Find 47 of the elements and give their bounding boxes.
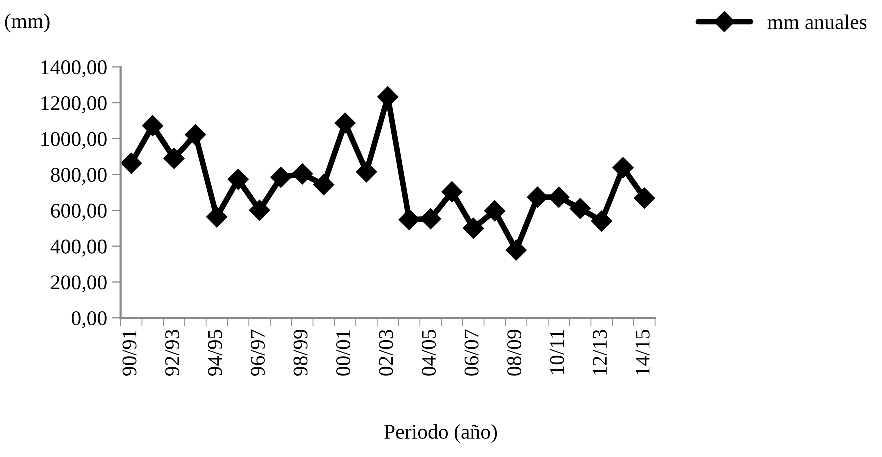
x-tick-label: 92/93	[165, 330, 180, 376]
point	[398, 209, 420, 230]
x-tick-label: 14/15	[636, 330, 650, 375]
point	[249, 200, 270, 222]
y-tick-label: 0,00	[72, 311, 107, 329]
point	[591, 210, 612, 232]
point	[442, 182, 463, 203]
x-tick-label: 00/01	[336, 330, 351, 376]
point	[548, 186, 570, 208]
y-axis-title: (mm)	[5, 14, 50, 33]
x-tick-label: 12/13	[593, 330, 608, 375]
x-tick-label: 04/05	[422, 330, 436, 376]
y-tick-label: 200,00	[51, 276, 107, 293]
point	[334, 112, 356, 134]
point	[206, 206, 228, 228]
point	[121, 152, 142, 174]
point	[612, 157, 634, 178]
y-tick-label: 1400,00	[42, 60, 107, 78]
point	[313, 174, 334, 196]
point	[506, 240, 527, 261]
x-tick-label: 98/99	[294, 330, 308, 376]
point	[228, 169, 249, 190]
point	[292, 164, 314, 185]
x-tick-label: 96/97	[251, 330, 266, 376]
point	[484, 200, 506, 222]
point	[570, 198, 592, 220]
x-tick-label: 10/11	[550, 330, 564, 374]
y-tick-label: 1000,00	[42, 132, 107, 150]
y-tick-label: 800,00	[51, 168, 107, 186]
point	[634, 188, 656, 209]
x-axis-title: Periodo (año)	[384, 424, 498, 444]
x-tick-label: 90/91	[122, 330, 137, 376]
x-tick-label: 08/09	[508, 330, 522, 376]
point	[356, 162, 378, 183]
y-tick-label: 600,00	[51, 204, 107, 221]
point	[164, 148, 185, 170]
y-tick-label: 400,00	[50, 240, 107, 257]
x-tick-label: 94/95	[208, 330, 222, 376]
point	[270, 166, 292, 188]
y-tick-label: 1200,00	[42, 96, 107, 114]
x-tick-label: 06/07	[464, 330, 479, 376]
legend-label: mm anuales	[768, 14, 867, 30]
point	[185, 124, 206, 146]
point	[142, 115, 164, 136]
point	[463, 218, 484, 239]
point	[420, 208, 442, 230]
x-tick-label: 02/03	[379, 330, 394, 376]
